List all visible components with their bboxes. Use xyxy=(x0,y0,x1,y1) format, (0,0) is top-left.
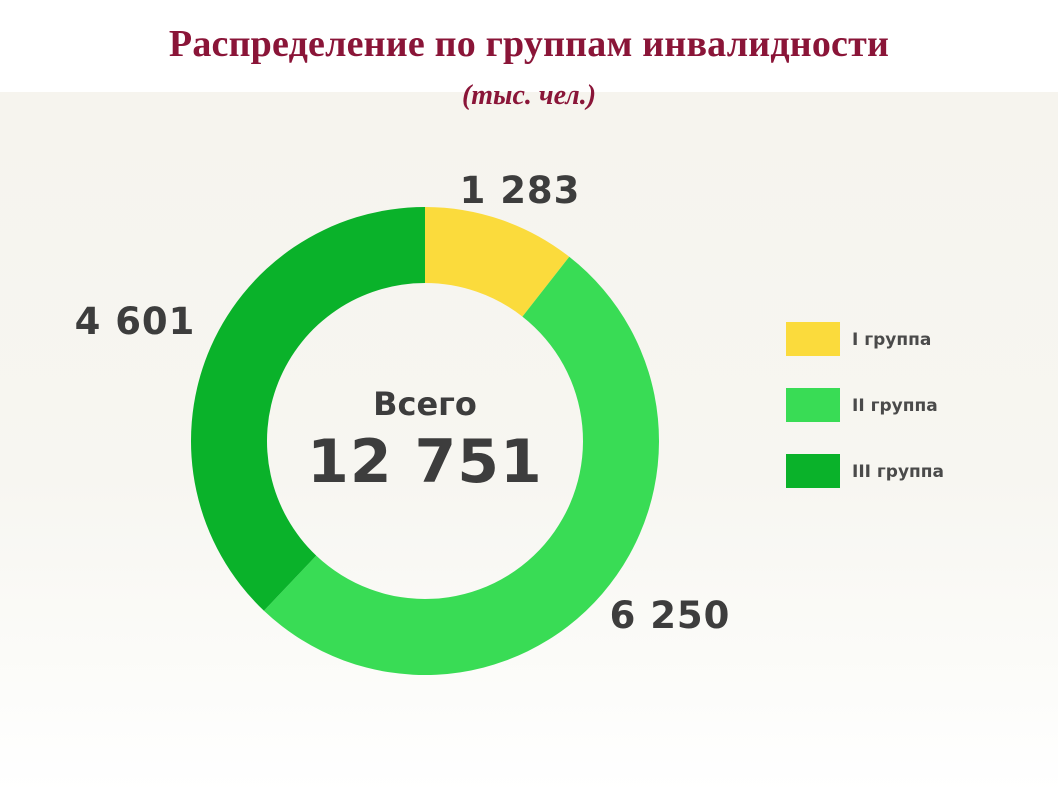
legend-label-3: III группа xyxy=(852,462,944,482)
slice-1 xyxy=(425,207,570,317)
chart-subtitle: (тыс. чел.) xyxy=(461,80,597,111)
center-total: 12 751 xyxy=(307,427,543,497)
data-label-1: 1 283 xyxy=(460,169,581,212)
center-caption: Всего xyxy=(373,385,477,423)
slice-labels: 1 283 6 250 4 601 xyxy=(75,169,731,637)
chart-title: Распределение по группам инвалидности xyxy=(168,23,890,65)
legend-label-1: I группа xyxy=(852,330,931,350)
chart-background xyxy=(0,92,1058,794)
legend-label-2: II группа xyxy=(852,396,938,416)
legend-swatch-3 xyxy=(786,454,840,488)
donut-slices xyxy=(190,207,659,675)
data-label-3: 4 601 xyxy=(75,300,196,343)
legend: I группа II группа III группа xyxy=(786,322,944,488)
slice-3 xyxy=(190,207,425,611)
legend-swatch-2 xyxy=(786,388,840,422)
data-label-2: 6 250 xyxy=(610,594,731,637)
legend-swatch-1 xyxy=(786,322,840,356)
slice-2 xyxy=(263,256,659,675)
